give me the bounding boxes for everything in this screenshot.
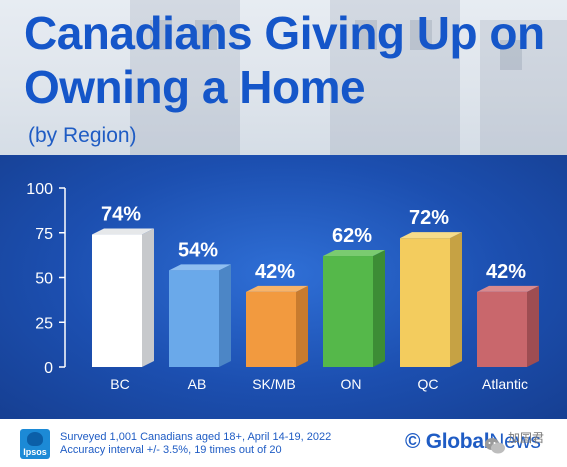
bar-top-skmb [246, 285, 308, 292]
background-building [130, 0, 240, 155]
x-tick-label: BC [110, 376, 129, 392]
y-tick-label: 0 [44, 360, 53, 377]
bar-top-bc [92, 228, 154, 235]
bar-skmb [246, 291, 296, 367]
chart-panel: 0 25 50 75 100 74% BC 54% AB 42% SK/MB 62% ON 72% QC 42… [0, 155, 567, 419]
background-building [480, 20, 567, 155]
background-window [410, 20, 432, 50]
x-tick-label: AB [188, 376, 207, 392]
bar-side-ab [219, 264, 231, 367]
background-window [500, 40, 522, 70]
brand-prefix: © Global [405, 430, 490, 453]
x-tick-label: ON [341, 376, 362, 392]
data-label: 42% [486, 261, 526, 283]
background-window [355, 20, 377, 50]
ipsos-logo-text: Ipsos [23, 447, 47, 457]
footer: Ipsos Surveyed 1,001 Canadians aged 18+,… [0, 419, 567, 467]
bar-top-ab [169, 264, 231, 271]
y-tick-label: 50 [35, 271, 53, 288]
bar-qc [400, 238, 450, 367]
background-window [195, 20, 217, 50]
data-label: 74% [101, 204, 141, 226]
bar-side-bc [142, 228, 154, 367]
bar-top-qc [400, 232, 462, 239]
survey-note: Surveyed 1,001 Canadians aged 18+, April… [60, 431, 331, 457]
ipsos-logo: Ipsos [20, 429, 50, 459]
bar-side-qc [450, 232, 462, 367]
bar-bc [92, 234, 142, 367]
x-tick-label: SK/MB [252, 376, 296, 392]
bar-ab [169, 270, 219, 367]
bar-top-on [323, 250, 385, 257]
x-tick-label: QC [418, 376, 439, 392]
wechat-icon [485, 438, 505, 454]
bar-side-atlantic [527, 285, 539, 367]
chart-title: Canadians Giving Up on Owning a Home [24, 7, 545, 113]
survey-note-line-2: Accuracy interval +/- 3.5%, 19 times out… [60, 444, 282, 456]
background-building [330, 0, 460, 155]
watermark-text: 加国君 [508, 431, 545, 445]
bar-side-skmb [296, 285, 308, 367]
data-label: 62% [332, 225, 372, 247]
data-label: 54% [178, 239, 218, 261]
ipsos-logo-mark [27, 432, 43, 446]
y-tick-label: 75 [35, 226, 53, 243]
bar-on [323, 256, 373, 367]
survey-note-line-1: Surveyed 1,001 Canadians aged 18+, April… [60, 431, 332, 443]
bar-chart: 0 25 50 75 100 74% BC 54% AB 42% SK/MB 62% ON 72% QC 42… [26, 181, 539, 392]
bar-side-on [373, 250, 385, 367]
data-label: 42% [255, 261, 295, 283]
y-tick-label: 25 [35, 315, 53, 332]
header: Canadians Giving Up on Owning a Home (by… [0, 0, 567, 155]
background-window [150, 20, 172, 50]
bar-atlantic [477, 291, 527, 367]
y-tick-label: 100 [26, 181, 53, 198]
bar-top-atlantic [477, 285, 539, 292]
chart-subtitle: (by Region) [28, 124, 137, 147]
data-label: 72% [409, 207, 449, 229]
x-tick-label: Atlantic [482, 376, 528, 392]
